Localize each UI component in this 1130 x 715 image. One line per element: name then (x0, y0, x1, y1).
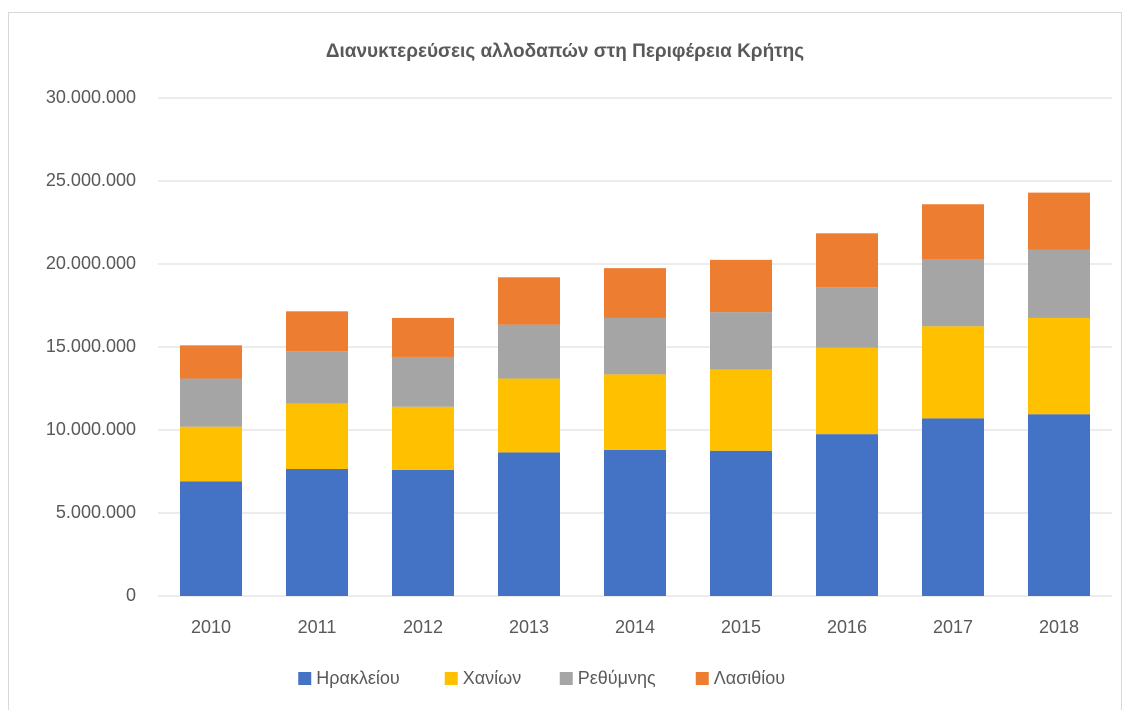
bar-segment (1028, 317, 1090, 415)
bar-segment (180, 345, 242, 379)
bar-segment (180, 378, 242, 427)
bar-segment (498, 452, 560, 596)
bar-segment (922, 204, 984, 260)
x-tick-label: 2013 (509, 617, 549, 637)
x-tick-label: 2017 (933, 617, 973, 637)
bar-segment (1028, 192, 1090, 250)
legend-swatch (559, 672, 573, 685)
bar-segment (816, 347, 878, 435)
bar-segment (392, 406, 454, 470)
y-tick-label: 20.000.000 (46, 253, 136, 273)
bar-segment (816, 287, 878, 348)
legend-label: Ηρακλείου (316, 668, 400, 688)
bar-segment (1028, 249, 1090, 318)
bar-segment (922, 418, 984, 596)
x-tick-label: 2010 (191, 617, 231, 637)
bar-segment (180, 426, 242, 482)
bar-segment (710, 450, 772, 596)
bar-segment (816, 434, 878, 596)
bar-segment (180, 481, 242, 596)
bar-segment (604, 374, 666, 450)
chart-title: Διανυκτερεύσεις αλλοδαπών στη Περιφέρεια… (326, 41, 804, 62)
bar-segment (498, 324, 560, 379)
legend-swatch (298, 672, 312, 685)
legend-label: Λασιθίου (714, 668, 785, 688)
legend-swatch (444, 672, 458, 685)
bar-segment (286, 311, 348, 352)
bar-segment (286, 351, 348, 404)
x-tick-label: 2012 (403, 617, 443, 637)
x-tick-label: 2016 (827, 617, 867, 637)
y-tick-label: 10.000.000 (46, 419, 136, 439)
x-tick-label: 2018 (1039, 617, 1079, 637)
bar-segment (498, 378, 560, 453)
bar-segment (604, 268, 666, 318)
y-tick-label: 25.000.000 (46, 170, 136, 190)
x-tick-label: 2011 (298, 617, 337, 637)
legend-swatch (695, 672, 709, 685)
bar-segment (604, 449, 666, 596)
bar-segment (710, 369, 772, 451)
bar-segment (392, 356, 454, 407)
bar-segment (392, 317, 454, 357)
bar-segment (392, 469, 454, 596)
bar-segment (286, 469, 348, 596)
y-tick-label: 5.000.000 (56, 502, 136, 522)
legend-label: Ρεθύμνης (578, 668, 656, 688)
bar-segment (922, 326, 984, 419)
legend-label: Χανίων (463, 668, 521, 688)
bar-segment (1028, 414, 1090, 596)
bar-segment (498, 277, 560, 325)
x-tick-label: 2014 (615, 617, 655, 637)
y-tick-label: 30.000.000 (46, 87, 136, 107)
bar-segment (922, 259, 984, 327)
y-tick-label: 15.000.000 (46, 336, 136, 356)
bar-segment (816, 233, 878, 288)
bar-segment (286, 403, 348, 470)
x-tick-label: 2015 (721, 617, 761, 637)
bar-segment (604, 317, 666, 375)
y-tick-label: 0 (126, 585, 136, 605)
bar-segment (710, 259, 772, 313)
bar-segment (710, 312, 772, 370)
